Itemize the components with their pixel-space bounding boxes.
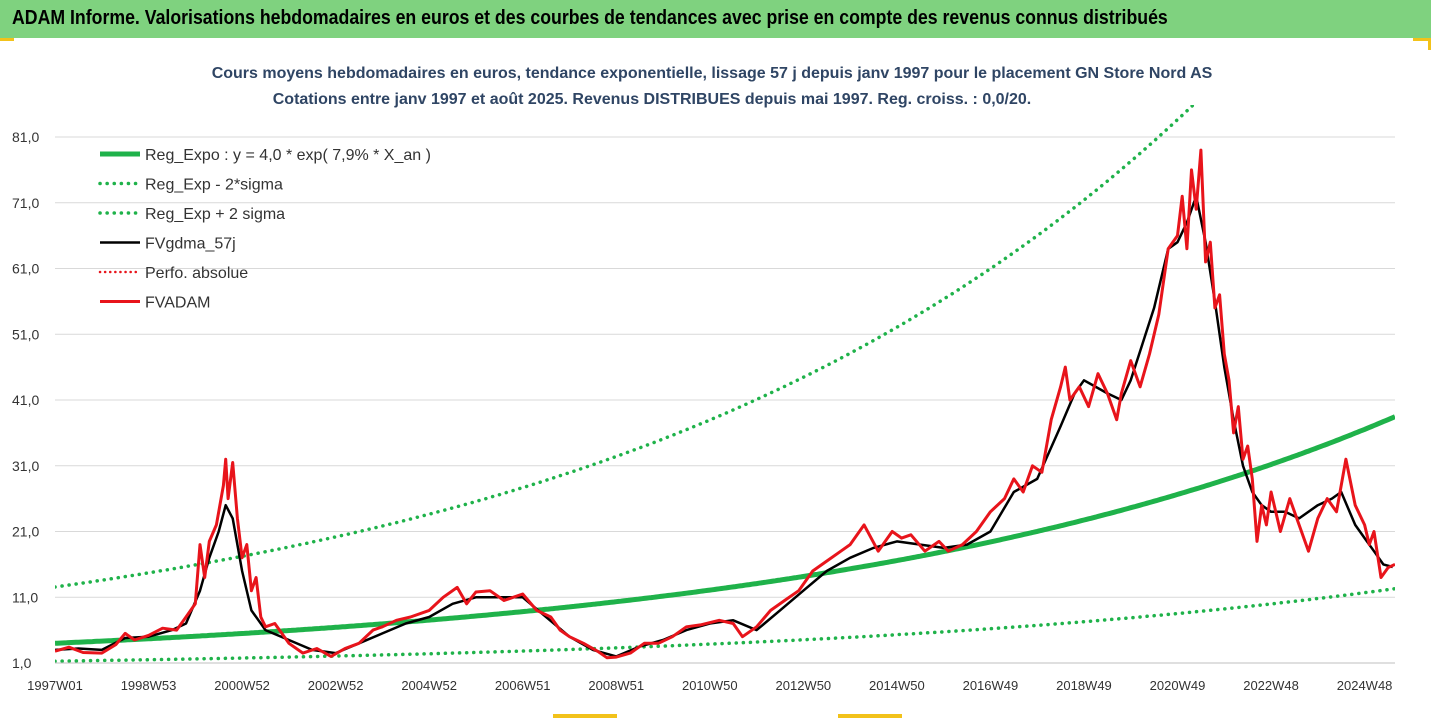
legend-label-5: FVADAM [145, 295, 210, 312]
y-tick-label: 31,0 [12, 458, 39, 474]
page-title: ADAM Informe. Valorisations hebdomadaire… [12, 7, 1168, 29]
plot-area [55, 105, 1395, 663]
y-tick-label: 11,0 [12, 589, 38, 605]
legend-label-2: Reg_Exp + 2 sigma [145, 206, 285, 223]
x-tick-label: 2016W49 [963, 678, 1019, 693]
x-tick-label: 1998W53 [121, 678, 177, 693]
y-tick-label: 1,0 [12, 655, 32, 671]
x-tick-label: 2020W49 [1150, 678, 1206, 693]
series-line-3 [55, 194, 1394, 658]
y-tick-label: 41,0 [12, 392, 39, 408]
x-tick-label: 2008W51 [588, 678, 644, 693]
y-tick-label: 71,0 [12, 195, 39, 211]
corner-mark-top-left [0, 38, 14, 41]
corner-mark-bottom-right-center [838, 714, 902, 718]
x-tick-label: 2018W49 [1056, 678, 1112, 693]
corner-mark-bottom-center [553, 714, 617, 718]
x-tick-label: 2010W50 [682, 678, 738, 693]
legend: Reg_Expo : y = 4,0 * exp( 7,9% * X_an ) R… [98, 147, 431, 312]
series-line-5 [55, 148, 1395, 660]
x-tick-label: 2006W51 [495, 678, 551, 693]
legend-label-0: Reg_Expo : y = 4,0 * exp( 7,9% * X_an ) [145, 147, 431, 164]
legend-label-4: Perfo. absolue [145, 265, 248, 282]
x-tick-label: 2004W52 [401, 678, 457, 693]
y-tick-label: 61,0 [12, 261, 39, 277]
x-axis: 1997W01 1998W53 2000W52 2002W52 2004W52 2006W… [27, 678, 1392, 693]
x-tick-label: 2024W48 [1337, 678, 1393, 693]
x-tick-label: 2002W52 [308, 678, 364, 693]
chart-area: Cours moyens hebdomadaires en euros, ten… [12, 65, 1395, 693]
series-line-2 [55, 105, 1196, 589]
x-tick-label: 2014W50 [869, 678, 925, 693]
x-tick-label: 1997W01 [27, 678, 83, 693]
y-tick-label: 81,0 [12, 129, 39, 145]
y-tick-label: 21,0 [12, 524, 39, 540]
y-tick-label: 51,0 [12, 326, 39, 342]
series-line-1 [55, 586, 1395, 663]
y-axis: 1,0 11,0 21,0 31,0 41,0 51,0 61,0 71,0 81,0 [12, 129, 39, 671]
chart-subtitle: Cotations entre janv 1997 et août 2025. … [273, 91, 1032, 108]
legend-label-3: FVgdma_57j [145, 236, 236, 253]
corner-mark-top-right [1413, 38, 1431, 41]
x-tick-label: 2022W48 [1243, 678, 1299, 693]
header-bar: ADAM Informe. Valorisations hebdomadaire… [0, 0, 1431, 38]
grid-lines [55, 136, 1395, 598]
x-tick-label: 2000W52 [214, 678, 270, 693]
chart-title: Cours moyens hebdomadaires en euros, ten… [212, 65, 1213, 82]
legend-label-1: Reg_Exp - 2*sigma [145, 177, 283, 194]
series-line-0 [55, 414, 1395, 646]
corner-mark-top-right-vertical [1428, 38, 1431, 50]
x-tick-label: 2012W50 [776, 678, 832, 693]
